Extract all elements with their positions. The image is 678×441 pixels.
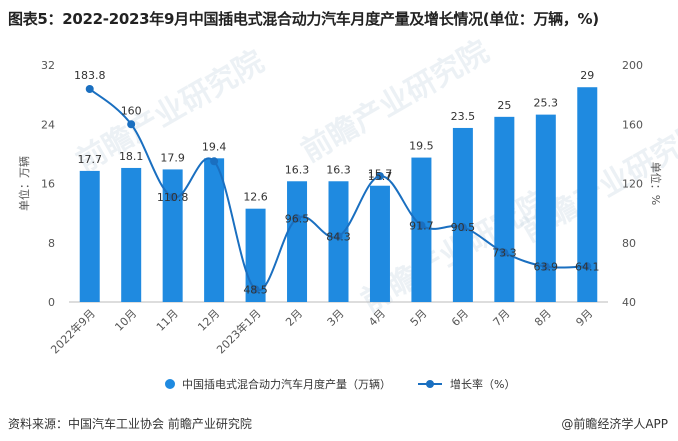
left-axis-title: 单位：万辆 [17, 156, 31, 211]
x-tick-label: 9月 [573, 307, 595, 329]
bar [121, 167, 142, 302]
growth-rate-point [541, 262, 550, 271]
right-axis-tick-label: 40 [622, 296, 636, 309]
x-tick-label: 2022年9月 [48, 306, 98, 356]
growth-rate-point [417, 221, 426, 230]
bar-data-label: 25.3 [534, 97, 559, 110]
left-axis-tick-label: 32 [41, 59, 55, 72]
bar [411, 157, 432, 302]
line-data-label: 15.7 [368, 170, 393, 183]
growth-rate-point [458, 223, 467, 232]
line-data-label: 48.5 [243, 283, 268, 296]
right-axis-title: 单位：% [649, 162, 663, 205]
bar [494, 116, 515, 302]
chart-title: 图表5：2022-2023年9月中国插电式混合动力汽车月度产量及增长情况(单位：… [8, 10, 599, 28]
x-tick-label: 11月 [154, 307, 181, 334]
legend-bar-swatch [165, 379, 175, 389]
left-axis-tick-label: 24 [41, 118, 55, 131]
line-data-label: 96.5 [285, 212, 310, 225]
line-data-label: 110.8 [157, 191, 189, 204]
bar [287, 181, 308, 302]
x-tick-label: 5月 [408, 307, 430, 329]
right-axis-tick-label: 200 [622, 59, 643, 72]
x-tick-label: 3月 [325, 307, 347, 329]
bar-data-label: 17.9 [160, 151, 185, 164]
growth-rate-point [334, 232, 343, 241]
bar-data-label: 16.3 [285, 163, 310, 176]
line-data-label: 64.1 [575, 260, 600, 273]
x-tick-label: 12月 [195, 307, 222, 334]
left-axis-tick-label: 16 [41, 178, 55, 191]
line-data-label: 183.8 [74, 69, 106, 82]
bar-data-label: 16.3 [326, 163, 351, 176]
bar-data-label: 19.5 [409, 140, 434, 153]
growth-rate-point [375, 172, 384, 181]
x-tick-label: 7月 [491, 307, 513, 329]
right-axis-tick-label: 120 [622, 178, 643, 191]
x-tick-label: 8月 [532, 307, 554, 329]
growth-rate-point [127, 120, 136, 129]
right-axis-tick-label: 160 [622, 118, 643, 131]
source-note: 资料来源：中国汽车工业协会 前瞻产业研究院 [8, 417, 252, 431]
bar-data-label: 18.1 [119, 150, 144, 163]
line-data-label: 73.3 [492, 247, 517, 260]
bar [577, 87, 598, 302]
growth-rate-point [293, 214, 302, 223]
line-data-label: 91.7 [409, 219, 434, 232]
bar-data-label: 23.5 [451, 110, 476, 123]
bar-data-label: 25 [497, 99, 511, 112]
left-axis-tick-label: 8 [48, 237, 55, 250]
bar [369, 185, 390, 302]
right-axis-tick-label: 80 [622, 237, 636, 250]
left-axis-tick-label: 0 [48, 296, 55, 309]
bar [162, 169, 183, 302]
growth-rate-point [251, 285, 260, 294]
bar [328, 181, 349, 302]
line-data-label: 90.5 [451, 221, 476, 234]
legend-line-marker [426, 380, 434, 388]
x-tick-label: 6月 [449, 307, 471, 329]
line-data-label: 84.3 [326, 230, 351, 243]
bar-data-label: 12.6 [243, 191, 268, 204]
x-tick-label: 2023年1月 [213, 306, 263, 356]
bar-data-label: 17.7 [77, 153, 102, 166]
growth-rate-point [210, 157, 219, 166]
bar [452, 127, 473, 302]
growth-rate-point [500, 248, 509, 257]
legend-line-label: 增长率（%） [450, 377, 515, 391]
bar-data-label: 29 [580, 69, 594, 82]
x-tick-label: 10月 [112, 307, 139, 334]
line-data-label: 160 [121, 104, 142, 117]
growth-rate-point [85, 84, 94, 93]
growth-rate-point [583, 262, 592, 271]
bar [245, 208, 266, 302]
line-data-label: 63.9 [534, 261, 559, 274]
legend-bar-label: 中国插电式混合动力汽车月度产量（万辆） [182, 377, 391, 391]
credit-note: @前瞻经济学人APP [561, 417, 668, 431]
bar [204, 158, 225, 302]
growth-rate-point [168, 193, 177, 202]
bar [535, 114, 556, 302]
chart-svg: 前瞻产业研究院前瞻产业研究院前瞻产业研究院前瞻产业研究院081624324080… [17, 34, 678, 391]
bar-data-label: 19.4 [202, 140, 227, 153]
x-tick-label: 2月 [283, 307, 305, 329]
bar [79, 170, 100, 302]
